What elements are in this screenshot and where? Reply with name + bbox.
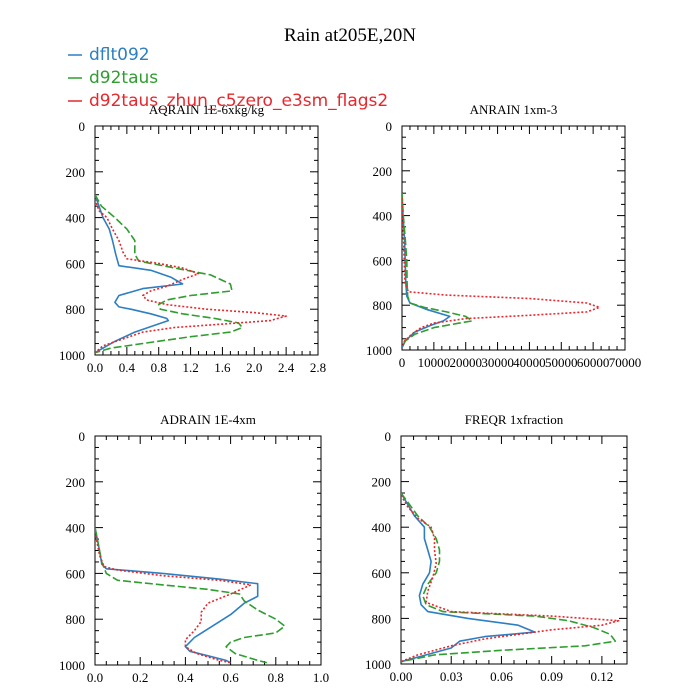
chart-panels: AQRAIN 1E-6xkg/kg 0.0 0.4 0.8 1.2 1.6 2.0 2.4 2.… (59, 102, 641, 685)
x-tick-label: 0.8 (268, 670, 284, 685)
legend-item: dflt092 (68, 45, 150, 65)
x-tick-label: 30000 (481, 355, 514, 370)
x-tick-label: 1.2 (182, 360, 198, 375)
y-tick-label: 600 (66, 566, 86, 581)
y-tick-label: 800 (373, 298, 393, 313)
series-line-d92taus_zhun_c5zero_e3sm_flags2 (95, 532, 252, 664)
x-tick-label: 1.6 (214, 360, 231, 375)
y-tick-label: 400 (373, 209, 393, 224)
plot-frame (94, 435, 322, 666)
x-tick-label: 0.4 (119, 360, 136, 375)
x-tick-label: 0.8 (151, 360, 167, 375)
x-tick-label: 2.8 (310, 360, 326, 375)
x-tick-label: 0.12 (591, 669, 614, 684)
x-tick-label: 70000 (609, 355, 642, 370)
y-tick-label: 800 (66, 612, 86, 627)
series-line-dflt092 (95, 527, 259, 664)
y-tick-label: 400 (66, 521, 86, 536)
y-tick-label: 600 (373, 253, 393, 268)
legend: dflt092 d92taus d92taus_zhun_c5zero_e3sm_f… (68, 45, 388, 111)
x-tick-label: 1.0 (313, 670, 329, 685)
series-group (95, 194, 287, 354)
y-tick-label: 800 (372, 611, 392, 626)
y-tick-label: 1000 (366, 343, 392, 358)
x-tick-label: 40000 (513, 355, 546, 370)
panel-4: FREQR 1xfraction 0.00 0.03 0.06 0.09 0.12 0 200… (365, 412, 628, 684)
y-tick-label: 600 (66, 256, 86, 271)
series-line-dflt092 (95, 194, 184, 354)
series-line-dflt092 (401, 492, 536, 663)
panel-2: ANRAIN 1xm-30 10000 20000 30000 40000 50000 60… (366, 102, 641, 370)
x-tick-label: 0.2 (132, 670, 148, 685)
x-tick-label: 50000 (545, 355, 578, 370)
series-line-d92taus (401, 492, 617, 663)
x-tick-label: 10000 (418, 355, 451, 370)
panel-1: AQRAIN 1E-6xkg/kg 0.0 0.4 0.8 1.2 1.6 2.0 2.4 2.… (59, 102, 326, 375)
panel-title: ANRAIN 1xm-3 (470, 102, 558, 117)
series-group (401, 492, 620, 663)
y-tick-label: 400 (66, 211, 86, 226)
series-line-d92taus_zhun_c5zero_e3sm_flags2 (402, 197, 601, 349)
x-tick-label: 0 (399, 355, 406, 370)
y-tick-label: 0 (79, 119, 86, 134)
panel-title: ADRAIN 1E-4xm (160, 412, 256, 427)
legend-item: d92taus_zhun_c5zero_e3sm_flags2 (68, 91, 388, 111)
panel-3: ADRAIN 1E-4xm 0.0 0.2 0.4 0.6 0.8 1.0 0 200 400 60… (59, 412, 329, 685)
x-tick-label: 0.00 (390, 669, 413, 684)
plot-frame (400, 435, 628, 665)
legend-label: d92taus (89, 68, 158, 88)
panel-title: AQRAIN 1E-6xkg/kg (149, 102, 265, 117)
y-tick-label: 600 (372, 566, 392, 581)
series-line-d92taus_zhun_c5zero_e3sm_flags2 (95, 199, 287, 354)
series-line-d92taus (95, 194, 244, 354)
series-group (402, 193, 601, 349)
series-line-d92taus (402, 193, 473, 349)
y-tick-label: 0 (385, 429, 392, 444)
y-tick-label: 800 (66, 302, 86, 317)
x-tick-label: 0.0 (87, 670, 103, 685)
x-tick-label: 0.6 (222, 670, 239, 685)
x-tick-label: 0.06 (490, 669, 513, 684)
figure-title: Rain at205E,20N (284, 25, 416, 46)
series-line-d92taus_zhun_c5zero_e3sm_flags2 (401, 494, 620, 663)
y-tick-label: 1000 (59, 658, 85, 673)
x-tick-label: 0.4 (177, 670, 194, 685)
x-tick-label: 2.4 (278, 360, 295, 375)
y-tick-label: 200 (373, 164, 393, 179)
legend-label: d92taus_zhun_c5zero_e3sm_flags2 (89, 91, 388, 111)
y-tick-label: 200 (66, 165, 86, 180)
y-tick-label: 0 (386, 119, 393, 134)
plot-frame (94, 125, 319, 356)
y-tick-label: 1000 (59, 348, 85, 363)
x-tick-label: 2.0 (246, 360, 262, 375)
legend-label: dflt092 (89, 45, 150, 65)
x-tick-label: 0.09 (540, 669, 563, 684)
y-tick-label: 200 (66, 475, 86, 490)
legend-item: d92taus (68, 68, 158, 88)
y-tick-label: 0 (79, 429, 86, 444)
x-tick-label: 20000 (449, 355, 482, 370)
x-tick-label: 0.0 (87, 360, 103, 375)
x-tick-label: 0.03 (440, 669, 463, 684)
panel-title: FREQR 1xfraction (465, 412, 564, 427)
series-line-dflt092 (402, 193, 451, 349)
series-group (95, 527, 286, 664)
y-tick-label: 1000 (365, 657, 391, 672)
y-tick-label: 200 (372, 475, 392, 490)
y-tick-label: 400 (372, 520, 392, 535)
x-tick-label: 60000 (577, 355, 610, 370)
